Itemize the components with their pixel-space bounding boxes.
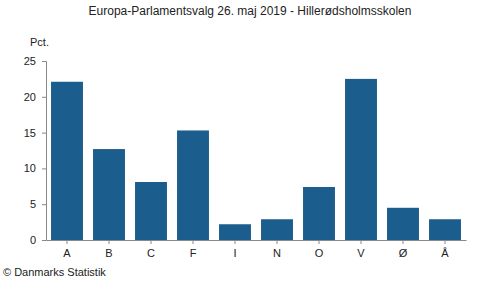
x-tick: O [315,240,324,259]
x-tick-label: N [273,247,281,259]
x-tick-mark [193,240,194,244]
y-tick: 25 [24,55,46,67]
x-tick-label: C [147,247,155,259]
y-tick-label: 15 [24,127,36,139]
chart: Europa-Parlamentsvalg 26. maj 2019 - Hil… [0,0,500,282]
y-tick-mark [42,133,46,134]
y-tick-label: 25 [24,55,36,67]
y-axis: 0 5 10 15 20 25 [24,55,47,246]
x-tick-mark [445,240,446,244]
y-tick: 15 [24,127,46,139]
x-tick: N [273,240,281,259]
x-tick-mark [277,240,278,244]
x-tick: Ø [399,240,408,259]
x-tick-label: I [233,247,236,259]
title: Europa-Parlamentsvalg 26. maj 2019 - Hil… [89,4,412,18]
x-tick-mark [319,240,320,244]
bar [93,149,125,240]
x-tick-label: A [63,247,71,259]
x-tick-label: V [357,247,365,259]
bar [219,224,251,240]
bar [177,130,209,240]
x-tick: C [147,240,155,259]
y-tick-label: 5 [30,198,36,210]
x-tick-label: F [190,247,197,259]
bar [345,79,377,240]
bars [51,79,461,240]
x-tick-mark [151,240,152,244]
x-tick-label: Å [441,247,449,259]
x-tick-label: Ø [399,247,408,259]
bar [51,82,83,240]
x-tick: I [233,240,236,259]
y-tick-mark [42,204,46,205]
x-tick-label: O [315,247,324,259]
y-tick: 10 [24,162,46,174]
x-tick-mark [361,240,362,244]
source: © Danmarks Statistik [3,266,106,278]
x-tick: A [63,240,71,259]
x-tick: B [105,240,112,259]
x-tick-mark [67,240,68,244]
x-tick: Å [441,240,449,259]
y-tick-mark [42,240,46,241]
bar [135,182,167,240]
x-tick-mark [403,240,404,244]
y-axis-line [42,62,47,241]
bar [429,219,461,240]
y-tick: 5 [30,198,46,210]
x-tick-label: B [105,247,112,259]
y-tick: 0 [30,234,46,246]
y-tick-label: 10 [24,162,36,174]
x-tick-mark [109,240,110,244]
bar [387,208,419,240]
y-tick-label: 0 [30,234,36,246]
bar [261,219,293,240]
x-tick-mark [235,240,236,244]
y-axis-label: Pct. [30,36,49,48]
x-tick: V [357,240,365,259]
y-tick-mark [42,168,46,169]
x-axis: ABCFINOVØÅ [47,240,467,259]
x-tick: F [190,240,197,259]
y-tick-mark [42,97,46,98]
y-tick-label: 20 [24,91,36,103]
y-tick: 20 [24,91,46,103]
bar [303,187,335,240]
y-tick-mark [42,61,46,62]
